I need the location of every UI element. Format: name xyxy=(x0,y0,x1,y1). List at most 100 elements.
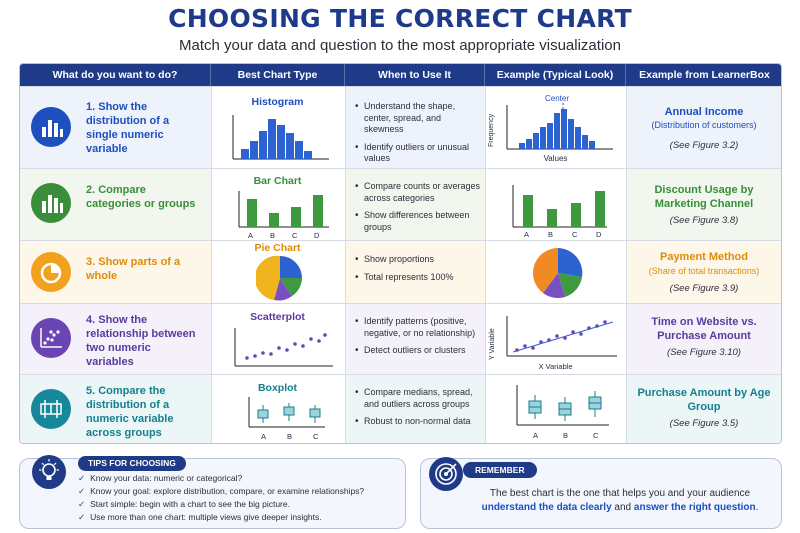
header-when: When to Use It xyxy=(345,64,485,86)
histogram-thumbnail xyxy=(232,115,329,160)
category-a: A xyxy=(248,231,254,240)
pie-chart-icon xyxy=(31,252,71,292)
table-row-bar-chart: 2. Compare categories or groups Bar Char… xyxy=(20,168,781,240)
x-axis-label: Values xyxy=(543,154,568,163)
y-axis-label: Y Variable xyxy=(489,328,496,360)
chart-type-cell: Scatterplot xyxy=(211,304,345,374)
chart-type-cell: Bar Chart A B C D xyxy=(211,169,345,240)
figure-ref: (See Figure 3.8) xyxy=(669,215,739,226)
page-title: CHOOSING THE CORRECT CHART xyxy=(168,4,632,33)
table-row-scatterplot: 4. Show the relationship between two num… xyxy=(20,303,781,374)
uses-cell: Identify patterns (positive, negative, o… xyxy=(345,304,485,374)
boxplot-icon xyxy=(31,389,71,429)
tips-badge: TIPS FOR CHOOSING xyxy=(78,456,186,471)
center-label: Center xyxy=(545,94,570,103)
example-cell xyxy=(485,241,626,303)
check-icon: ✓ xyxy=(78,499,86,509)
chart-type-label: Boxplot xyxy=(257,382,298,394)
category-b: B xyxy=(548,230,554,239)
task-label: 4. Show the relationship between two num… xyxy=(86,314,196,368)
table-row-pie-chart: 3. Show parts of a whole Pie Chart Show … xyxy=(20,240,781,303)
task-label: 3. Show parts of a whole xyxy=(86,256,181,282)
chart-type-label: Pie Chart xyxy=(254,242,301,254)
header-example: Example (Typical Look) xyxy=(485,64,626,86)
use-item: Compare medians, spread, and outliers ac… xyxy=(355,387,483,410)
dataset-title: Annual Income xyxy=(664,106,744,118)
remember-badge: REMEMBER xyxy=(463,462,537,478)
chart-type-label: Histogram xyxy=(251,96,304,108)
category-c: C xyxy=(572,230,578,239)
dataset-cell: Time on Website vs. Purchase Amount (See… xyxy=(626,304,781,374)
remember-text: The best chart is the one that helps you… xyxy=(481,488,759,513)
page-subtitle: Match your data and question to the most… xyxy=(179,37,621,54)
column-divider xyxy=(626,86,627,443)
figure-ref: (See Figure 3.5) xyxy=(669,418,739,429)
use-item: Understand the shape, center, spread, an… xyxy=(355,101,483,136)
uses-cell: Show proportions Total represents 100% xyxy=(345,241,485,303)
x-axis-label: X Variable xyxy=(538,362,573,371)
chart-type-cell: Pie Chart xyxy=(211,241,345,303)
category-c: C xyxy=(313,432,319,441)
example-cell: A B C xyxy=(485,375,626,443)
bar-chart-icon xyxy=(31,107,71,147)
dataset-subtitle: (Distribution of customers) xyxy=(651,120,757,130)
category-b: B xyxy=(563,431,569,440)
column-divider xyxy=(485,86,486,443)
use-item: Show proportions xyxy=(355,254,483,266)
category-c: C xyxy=(593,431,599,440)
category-a: A xyxy=(524,230,530,239)
use-item: Compare counts or averages across catego… xyxy=(355,181,483,204)
example-cell: A B C D xyxy=(485,169,626,240)
chart-guide-table: What do you want to do? Best Chart Type … xyxy=(19,63,782,444)
task-label: 5. Compare the distribution of a numeric… xyxy=(86,385,174,439)
dataset-cell: Payment Method (Share of total transacti… xyxy=(626,241,781,303)
boxplot-example xyxy=(516,385,609,426)
target-icon xyxy=(429,457,463,491)
column-divider xyxy=(211,86,212,443)
dataset-cell: Purchase Amount by Age Group (See Figure… xyxy=(626,375,781,443)
chart-type-cell: Histogram xyxy=(211,87,345,168)
tip-item: ✓ Start simple: begin with a chart to see… xyxy=(78,499,290,509)
scatter-plot-icon xyxy=(31,318,71,358)
use-item: Show differences between groups xyxy=(355,210,483,233)
category-b: B xyxy=(287,432,293,441)
use-item: Identify outliers or unusual values xyxy=(355,142,483,165)
figure-ref: (See Figure 3.2) xyxy=(669,140,739,151)
category-c: C xyxy=(292,231,298,240)
tip-item: ✓ Use more than one chart: multiple views… xyxy=(78,512,322,522)
pie-chart-thumbnail xyxy=(256,255,302,301)
category-a: A xyxy=(533,431,539,440)
use-item: Total represents 100% xyxy=(355,272,483,284)
category-d: D xyxy=(314,231,320,240)
histogram-example xyxy=(506,103,613,150)
category-d: D xyxy=(596,230,602,239)
category-a: A xyxy=(261,432,267,441)
remember-panel: REMEMBER The best chart is the one that … xyxy=(420,457,782,529)
dataset-cell: Discount Usage by Marketing Channel (See… xyxy=(626,169,781,240)
scatter-example xyxy=(506,316,617,357)
bar-chart-example xyxy=(512,185,607,228)
scatter-thumbnail xyxy=(234,328,333,367)
use-item: Identify patterns (positive, negative, o… xyxy=(355,316,483,339)
task-label: 1. Show the distribution of a single num… xyxy=(86,101,170,155)
header-task: What do you want to do? xyxy=(20,64,211,86)
example-cell: Center Frequency Values xyxy=(485,87,626,168)
use-item: Detect outliers or clusters xyxy=(355,345,483,357)
dataset-cell: Annual Income (Distribution of customers… xyxy=(626,87,781,168)
column-divider xyxy=(345,86,346,443)
bar-chart-thumbnail xyxy=(238,191,329,228)
dataset-subtitle: (Share of total transactions) xyxy=(648,266,760,276)
category-b: B xyxy=(270,231,276,240)
check-icon: ✓ xyxy=(78,473,86,483)
chart-type-label: Bar Chart xyxy=(253,175,302,187)
tip-item: ✓ Know your data: numeric or categorical? xyxy=(78,473,243,483)
check-icon: ✓ xyxy=(78,486,86,496)
tip-item: ✓ Know your goal: explore distribution, c… xyxy=(78,486,365,496)
y-axis-label: Frequency xyxy=(488,113,495,147)
dataset-title: Purchase Amount by Age Group xyxy=(637,387,771,413)
chart-type-cell: Boxplot A B C xyxy=(211,375,345,443)
bar-chart-icon xyxy=(31,183,71,223)
dataset-title: Payment Method xyxy=(659,251,748,263)
pie-chart-example xyxy=(533,248,583,298)
header-dataset: Example from LearnerBox Dataset xyxy=(639,69,770,103)
